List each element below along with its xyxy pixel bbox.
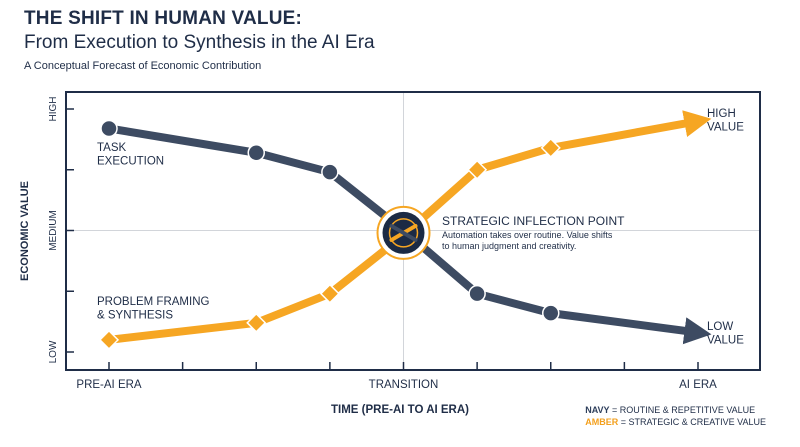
label-task-execution: TASK xyxy=(97,142,127,154)
chart-title: THE SHIFT IN HUMAN VALUE: xyxy=(24,8,303,29)
label-task-execution: EXECUTION xyxy=(97,156,164,168)
label-low-value: VALUE xyxy=(707,335,744,347)
data-point-navy xyxy=(100,119,118,138)
data-point-amber xyxy=(319,283,340,304)
data-point-navy xyxy=(468,284,486,303)
label-problem-framing: & SYNTHESIS xyxy=(97,310,173,322)
chart-subtitle: From Execution to Synthesis in the AI Er… xyxy=(24,32,375,53)
color-key: NAVY = ROUTINE & REPETITIVE VALUE AMBER … xyxy=(585,404,766,428)
chart-caption: A Conceptual Forecast of Economic Contri… xyxy=(24,60,262,72)
key-navy: NAVY = ROUTINE & REPETITIVE VALUE xyxy=(585,405,756,415)
label-high-value: VALUE xyxy=(707,122,744,134)
inflection-title: STRATEGIC INFLECTION POINT xyxy=(442,214,625,228)
label-low-value: LOW xyxy=(707,321,733,333)
y-tick-label: MEDIUM xyxy=(48,210,59,251)
key-amber: AMBER = STRATEGIC & CREATIVE VALUE xyxy=(585,417,766,427)
data-point-amber xyxy=(540,137,561,158)
x-tick-label: PRE-AI ERA xyxy=(76,379,142,391)
label-high-value: HIGH xyxy=(707,108,736,120)
inflection-description: Automation takes over routine. Value shi… xyxy=(442,230,613,240)
data-point-amber xyxy=(246,312,267,333)
y-tick-label: LOW xyxy=(48,340,59,363)
inflection-description: to human judgment and creativity. xyxy=(442,241,576,251)
data-point-navy xyxy=(247,143,265,162)
inflection-inner-ring xyxy=(388,218,419,248)
label-problem-framing: PROBLEM FRAMING xyxy=(97,296,210,308)
x-tick-label: AI ERA xyxy=(679,379,717,391)
data-point-navy xyxy=(321,163,339,181)
inflection-navy-slash xyxy=(389,223,418,242)
x-axis-title: TIME (PRE-AI TO AI ERA) xyxy=(331,404,469,416)
y-tick-label: HIGH xyxy=(48,97,59,122)
x-tick-label: TRANSITION xyxy=(369,379,439,391)
data-point-amber xyxy=(98,329,120,350)
y-axis-title: ECONOMIC VALUE xyxy=(19,181,31,281)
data-point-navy xyxy=(542,304,560,322)
data-point-amber xyxy=(467,159,488,180)
